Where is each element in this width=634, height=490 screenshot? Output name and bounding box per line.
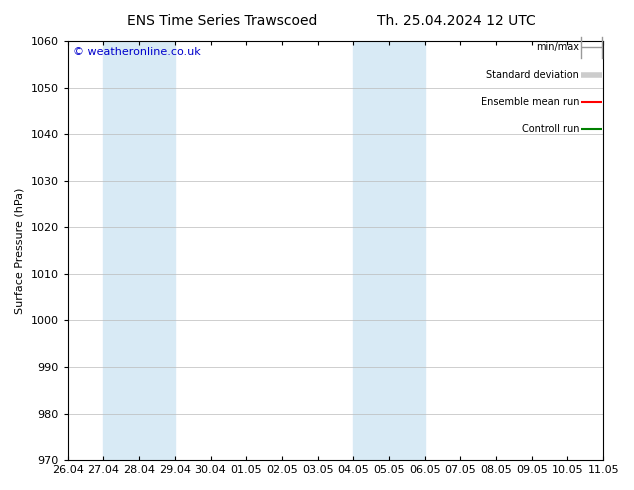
Bar (353, 41, 425, 460)
Text: Controll run: Controll run (522, 124, 579, 134)
Bar (103, 41, 175, 460)
Text: min/max: min/max (536, 42, 579, 52)
Text: Standard deviation: Standard deviation (486, 70, 579, 79)
Text: ENS Time Series Trawscoed: ENS Time Series Trawscoed (127, 14, 317, 28)
Text: © weatheronline.co.uk: © weatheronline.co.uk (73, 48, 201, 57)
Y-axis label: Surface Pressure (hPa): Surface Pressure (hPa) (15, 187, 25, 314)
Text: Ensemble mean run: Ensemble mean run (481, 97, 579, 107)
Text: Th. 25.04.2024 12 UTC: Th. 25.04.2024 12 UTC (377, 14, 536, 28)
